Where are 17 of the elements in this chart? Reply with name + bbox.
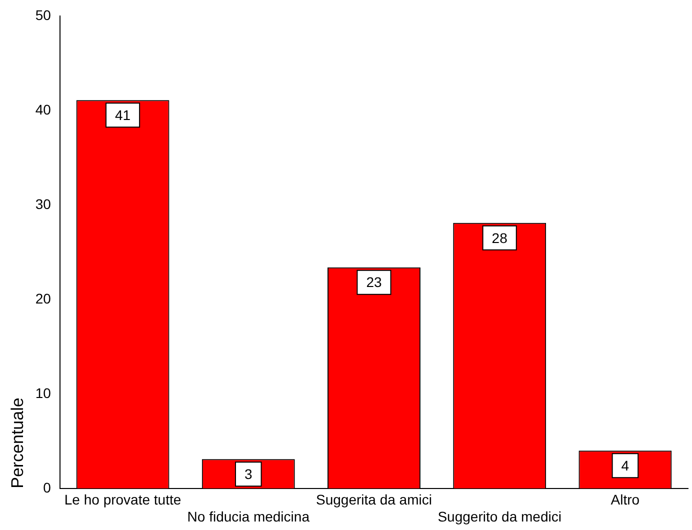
data-label: 4 [621, 457, 630, 474]
x-tick-label: Suggerita da amici [316, 492, 432, 508]
y-axis-title: Percentuale [8, 398, 27, 488]
x-tick-label: Le ho provate tutte [64, 492, 182, 508]
y-tick-label: 50 [35, 6, 52, 23]
y-tick-label: 40 [35, 101, 52, 118]
x-tick-label: No fiducia medicina [187, 508, 310, 524]
x-tick-label: Suggerito da medici [438, 508, 562, 524]
data-label: 3 [244, 466, 252, 482]
y-tick-label: 30 [35, 196, 52, 212]
y-tick-label: 10 [35, 384, 52, 401]
data-label: 28 [492, 230, 508, 246]
data-label: 41 [114, 106, 131, 123]
x-tick-label: Altro [610, 492, 640, 508]
y-tick-label: 20 [35, 290, 52, 306]
data-label: 23 [366, 274, 382, 290]
y-tick-label: 0 [43, 479, 52, 496]
